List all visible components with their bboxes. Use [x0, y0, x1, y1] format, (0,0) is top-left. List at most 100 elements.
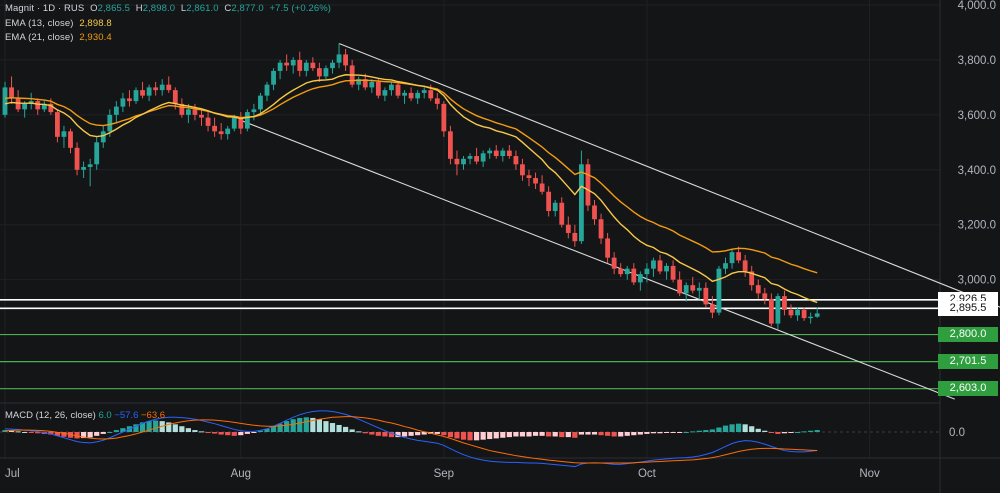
candle-body	[317, 68, 322, 77]
time-axis-label: Jul	[5, 468, 20, 480]
candle-body	[480, 153, 486, 162]
close-value: 2,877.0	[231, 3, 264, 14]
candle-body	[395, 84, 401, 96]
candle-body	[729, 252, 735, 264]
candle-body	[9, 87, 14, 99]
candle-body	[506, 150, 512, 157]
candle-body	[683, 285, 689, 294]
candle-body	[55, 112, 60, 137]
ema13-value: 2,898.8	[79, 18, 112, 29]
price-tag: 2,701.5	[938, 354, 998, 370]
candle-body	[382, 90, 388, 96]
candle-body	[277, 62, 283, 71]
candle-body	[664, 265, 669, 272]
macd-hist-bar	[663, 432, 670, 433]
time-axis-label: Sep	[434, 468, 454, 480]
time-axis[interactable]: Jul Aug Sep Oct Nov	[5, 468, 880, 480]
candle-body	[356, 79, 362, 85]
macd-hist-bar	[153, 420, 159, 432]
candle-body	[87, 164, 93, 168]
macd-legend: MACD (12, 26, close) 6.0 −57.6 −63.6	[5, 410, 165, 421]
symbol-info: Magnit · 1D · RUS	[5, 3, 85, 14]
macd-hist-bar	[290, 419, 296, 432]
candle-body	[434, 98, 440, 104]
candle-body	[2, 87, 8, 115]
candle-body	[546, 191, 552, 211]
price-axis[interactable]: 4,000.0 3,800.0 3,600.0 3,400.0 3,200.0 3,000…	[949, 0, 996, 439]
candle-body	[41, 103, 47, 110]
candle-body	[218, 131, 224, 135]
time-axis-label: Oct	[638, 468, 657, 480]
candle-body	[284, 62, 290, 66]
candle-body	[526, 175, 532, 179]
candle-body	[461, 158, 466, 165]
candle-body	[552, 202, 558, 211]
macd-hist-bar	[762, 430, 768, 432]
candle-body	[127, 98, 132, 102]
macd-hist-bar	[487, 432, 493, 440]
macd-hist-bar	[179, 426, 185, 432]
candle-body	[644, 268, 650, 275]
candle-body	[205, 117, 211, 126]
candle-body	[677, 279, 683, 294]
ema13-label: EMA (13, close)	[5, 18, 74, 29]
ema21-value: 2,930.4	[79, 32, 112, 43]
macd-hist-bar	[539, 432, 545, 436]
macd-hist-bar	[303, 417, 309, 432]
candle-body	[330, 62, 335, 69]
macd-pane	[2, 410, 820, 468]
candle-body	[258, 95, 263, 110]
candlesticks	[2, 43, 820, 330]
macd-hist-bar	[683, 432, 689, 433]
candle-body	[690, 285, 696, 291]
open-value: 2,865.5	[97, 3, 130, 14]
macd-hist-bar	[94, 432, 100, 436]
candle-body	[749, 271, 755, 286]
macd-hist-bar	[749, 426, 755, 432]
macd-hist-bar	[631, 432, 637, 436]
macd-hist-bar	[781, 432, 788, 434]
macd-hist-bar	[513, 432, 519, 437]
candle-body	[113, 106, 119, 115]
macd-hist-bar	[369, 432, 375, 435]
macd-hist-bar	[703, 430, 709, 432]
macd-hist-bar	[22, 432, 28, 433]
macd-hist-bar	[572, 432, 578, 438]
candle-body	[192, 109, 198, 115]
macd-hist-bar	[729, 424, 735, 432]
change-value: +7.5 (+0.26%)	[269, 3, 332, 14]
macd-hist-bar	[690, 431, 696, 433]
candle-body	[631, 268, 637, 283]
candle-body	[107, 114, 113, 132]
macd-hist-bar	[74, 432, 80, 439]
candle-body	[402, 92, 407, 96]
macd-hist-bar	[755, 428, 761, 432]
macd-hist-bar	[585, 432, 591, 435]
macd-hist-bar	[696, 430, 702, 432]
candle-body	[703, 287, 709, 305]
macd-hist-bar	[474, 432, 480, 441]
macd-hist-bar	[323, 421, 329, 432]
candle-body	[415, 92, 421, 99]
candle-body	[696, 287, 702, 291]
candle-body	[421, 90, 427, 93]
macd-hist-bar	[205, 432, 211, 433]
macd-hist-bar	[565, 432, 571, 438]
candle-body	[199, 114, 204, 118]
price-axis-label: 3,200.0	[958, 220, 996, 232]
candle-body	[736, 252, 741, 261]
macd-hist-bar	[212, 432, 218, 434]
candle-body	[303, 62, 309, 71]
candle-body	[362, 79, 368, 88]
candle-body	[231, 117, 237, 129]
macd-hist-bar	[742, 424, 748, 432]
macd-hist-bar	[480, 432, 486, 440]
price-axis-label: 3,400.0	[958, 165, 996, 177]
macd-hist-bar	[362, 432, 368, 434]
candle-body	[428, 90, 434, 99]
macd-hist-bar	[35, 432, 41, 434]
macd-hist-bar	[146, 421, 152, 432]
macd-hist-bar	[81, 432, 87, 439]
candle-body	[15, 98, 21, 110]
